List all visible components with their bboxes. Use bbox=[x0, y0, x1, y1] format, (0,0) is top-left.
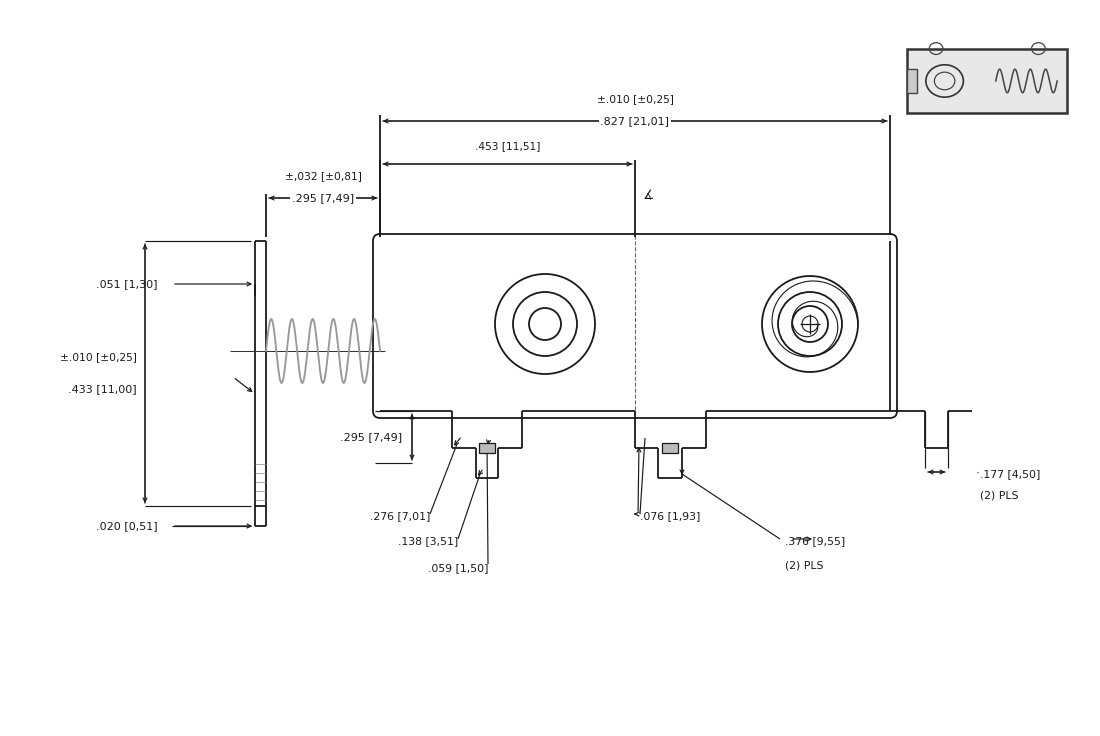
Text: ±,032 [±0,81]: ±,032 [±0,81] bbox=[285, 171, 362, 181]
Text: .295 [7,49]: .295 [7,49] bbox=[340, 432, 402, 442]
Text: .376 [9,55]: .376 [9,55] bbox=[785, 536, 845, 546]
Bar bbox=[908, 49, 1067, 113]
Text: .276 [7,01]: .276 [7,01] bbox=[370, 511, 430, 521]
Text: .177 [4,50]: .177 [4,50] bbox=[980, 469, 1041, 479]
Bar bbox=[908, 69, 917, 93]
Bar bbox=[478, 443, 495, 453]
Text: .827 [21,01]: .827 [21,01] bbox=[601, 116, 670, 126]
Text: (2) PLS: (2) PLS bbox=[785, 561, 824, 571]
Text: .051 [1,30]: .051 [1,30] bbox=[97, 279, 158, 289]
Bar bbox=[662, 443, 678, 453]
Text: .059 [1,50]: .059 [1,50] bbox=[428, 563, 488, 573]
Text: .295 [7,49]: .295 [7,49] bbox=[292, 193, 354, 203]
Text: .020 [0,51]: .020 [0,51] bbox=[97, 521, 158, 531]
Text: .433 [11,00]: .433 [11,00] bbox=[68, 384, 138, 394]
Text: (2) PLS: (2) PLS bbox=[980, 491, 1019, 501]
Text: .453 [11,51]: .453 [11,51] bbox=[475, 141, 540, 151]
Text: ±.010 [±0,25]: ±.010 [±0,25] bbox=[596, 94, 673, 104]
Text: .076 [1,93]: .076 [1,93] bbox=[640, 511, 701, 521]
Text: ±.010 [±0,25]: ±.010 [±0,25] bbox=[60, 353, 138, 363]
Text: ∡: ∡ bbox=[644, 189, 654, 202]
Text: .138 [3,51]: .138 [3,51] bbox=[398, 536, 458, 546]
